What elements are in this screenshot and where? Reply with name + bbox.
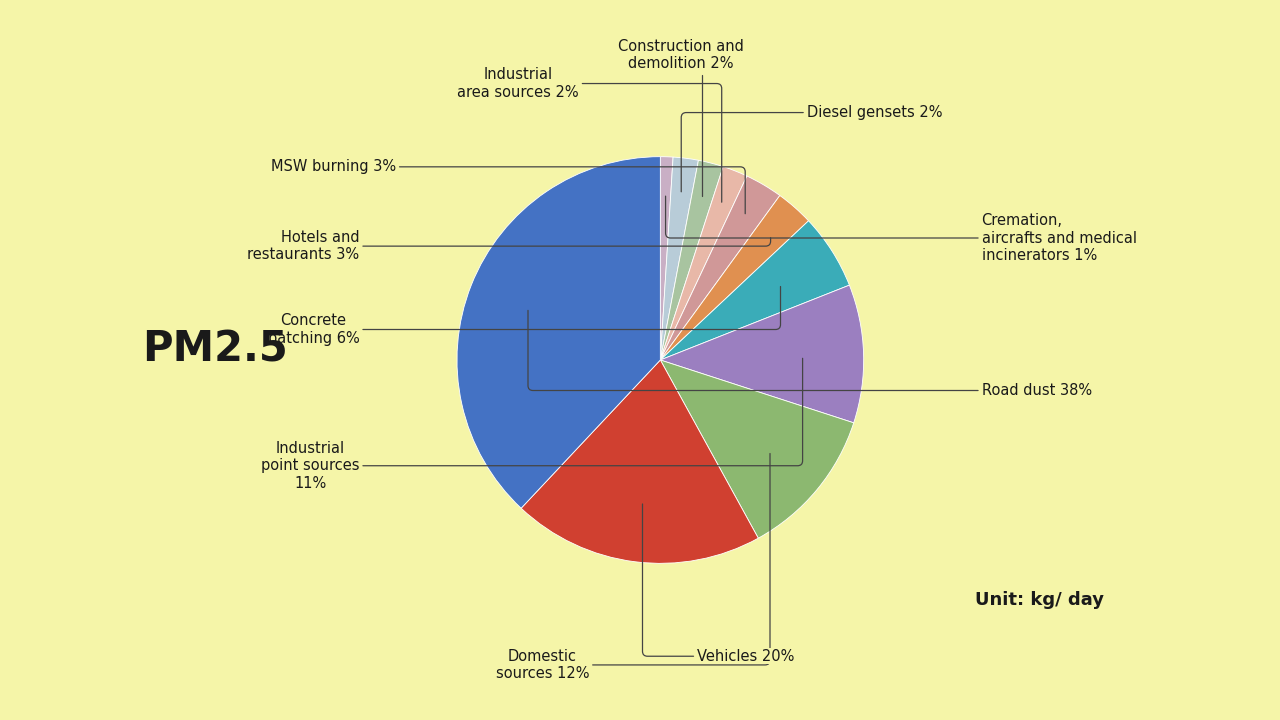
Wedge shape [660,360,854,538]
Text: Cremation,
aircrafts and medical
incinerators 1%: Cremation, aircrafts and medical inciner… [666,196,1137,263]
Text: Industrial
area sources 2%: Industrial area sources 2% [457,68,722,202]
Text: Road dust 38%: Road dust 38% [527,310,1092,398]
Wedge shape [660,285,864,423]
Wedge shape [660,176,780,360]
Text: PM2.5: PM2.5 [142,329,288,371]
Text: Industrial
point sources
11%: Industrial point sources 11% [261,359,803,490]
Text: MSW burning 3%: MSW burning 3% [271,159,745,214]
Wedge shape [660,221,850,360]
Text: Hotels and
restaurants 3%: Hotels and restaurants 3% [247,230,771,262]
Wedge shape [521,360,758,563]
Wedge shape [660,157,699,360]
Wedge shape [660,196,809,360]
Text: Diesel gensets 2%: Diesel gensets 2% [681,105,942,192]
Wedge shape [457,157,660,508]
Text: Concrete
batching 6%: Concrete batching 6% [268,287,781,346]
Wedge shape [660,161,723,360]
Text: Construction and
demolition 2%: Construction and demolition 2% [618,39,744,196]
Text: Domestic
sources 12%: Domestic sources 12% [495,454,771,681]
Text: Unit: kg/ day: Unit: kg/ day [975,591,1105,609]
Wedge shape [660,166,748,360]
Wedge shape [660,157,673,360]
Text: Vehicles 20%: Vehicles 20% [643,504,795,664]
